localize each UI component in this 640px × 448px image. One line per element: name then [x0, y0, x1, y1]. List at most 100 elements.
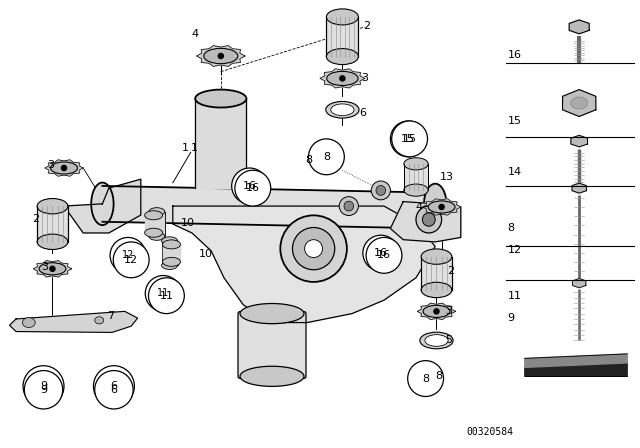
- Ellipse shape: [95, 317, 104, 324]
- Text: 3: 3: [47, 160, 54, 170]
- Text: 6: 6: [360, 108, 367, 118]
- Text: 3: 3: [362, 73, 369, 83]
- Circle shape: [390, 121, 426, 157]
- Polygon shape: [195, 99, 246, 188]
- Polygon shape: [390, 202, 461, 242]
- Ellipse shape: [344, 201, 354, 211]
- Text: 14: 14: [508, 168, 522, 177]
- Text: 2: 2: [447, 266, 454, 276]
- Ellipse shape: [571, 97, 588, 109]
- Ellipse shape: [37, 198, 68, 214]
- Ellipse shape: [424, 184, 447, 224]
- Text: 7: 7: [108, 311, 115, 321]
- FancyBboxPatch shape: [421, 257, 452, 290]
- Circle shape: [93, 366, 134, 407]
- Ellipse shape: [204, 48, 238, 64]
- Circle shape: [232, 168, 268, 204]
- Polygon shape: [45, 160, 83, 176]
- Text: 15: 15: [403, 134, 417, 144]
- Polygon shape: [525, 354, 627, 367]
- Text: 9: 9: [40, 381, 47, 391]
- Circle shape: [113, 242, 149, 278]
- Ellipse shape: [92, 182, 114, 225]
- Text: 2: 2: [33, 214, 40, 224]
- Ellipse shape: [425, 335, 448, 346]
- Circle shape: [305, 240, 323, 258]
- Text: 2: 2: [364, 21, 371, 30]
- Circle shape: [340, 76, 345, 81]
- Ellipse shape: [428, 201, 455, 213]
- Text: 5: 5: [445, 336, 452, 345]
- Text: 16: 16: [246, 183, 260, 193]
- Polygon shape: [572, 183, 586, 193]
- Text: 10: 10: [199, 250, 213, 259]
- Polygon shape: [196, 46, 245, 66]
- Ellipse shape: [371, 181, 390, 200]
- Text: 11: 11: [159, 291, 173, 301]
- Ellipse shape: [422, 213, 435, 226]
- Circle shape: [148, 278, 184, 314]
- Circle shape: [23, 366, 64, 407]
- Circle shape: [439, 204, 444, 210]
- Text: 3: 3: [445, 306, 452, 316]
- Circle shape: [145, 276, 181, 311]
- Ellipse shape: [326, 101, 359, 118]
- FancyBboxPatch shape: [37, 206, 68, 242]
- Ellipse shape: [327, 71, 358, 86]
- Ellipse shape: [22, 318, 35, 327]
- Text: 13: 13: [440, 172, 454, 182]
- Text: 11: 11: [157, 289, 170, 298]
- Polygon shape: [149, 211, 165, 236]
- Text: 8: 8: [435, 371, 442, 381]
- FancyBboxPatch shape: [326, 17, 358, 56]
- Ellipse shape: [404, 184, 428, 196]
- Ellipse shape: [163, 257, 180, 266]
- Ellipse shape: [404, 158, 428, 170]
- Text: 16: 16: [243, 181, 257, 191]
- Polygon shape: [64, 179, 141, 233]
- Ellipse shape: [420, 332, 453, 349]
- Ellipse shape: [240, 303, 304, 323]
- Text: 4: 4: [191, 29, 198, 39]
- Polygon shape: [573, 279, 586, 288]
- Polygon shape: [422, 199, 461, 215]
- Ellipse shape: [149, 208, 165, 215]
- Text: 16: 16: [374, 248, 388, 258]
- Circle shape: [235, 170, 271, 206]
- Ellipse shape: [376, 185, 385, 195]
- Ellipse shape: [421, 282, 452, 297]
- Text: 12: 12: [124, 255, 138, 265]
- Polygon shape: [563, 90, 596, 116]
- Polygon shape: [525, 362, 627, 376]
- Text: 11: 11: [508, 291, 522, 301]
- Polygon shape: [10, 311, 138, 332]
- Polygon shape: [173, 206, 435, 323]
- Text: 10: 10: [181, 218, 195, 228]
- Ellipse shape: [326, 48, 358, 65]
- Ellipse shape: [326, 9, 358, 25]
- Text: 15: 15: [508, 116, 522, 126]
- Ellipse shape: [162, 262, 178, 269]
- FancyBboxPatch shape: [404, 164, 428, 190]
- Text: 16: 16: [508, 50, 522, 60]
- Circle shape: [308, 139, 344, 175]
- Ellipse shape: [423, 305, 450, 317]
- Text: 00320584: 00320584: [466, 427, 513, 437]
- Ellipse shape: [162, 237, 178, 245]
- Circle shape: [280, 215, 347, 282]
- Text: 12: 12: [122, 250, 134, 260]
- Text: 9: 9: [40, 385, 47, 395]
- Polygon shape: [569, 20, 589, 34]
- Polygon shape: [33, 261, 72, 277]
- Text: 9: 9: [508, 313, 515, 323]
- Polygon shape: [102, 186, 435, 228]
- Text: 1: 1: [191, 143, 198, 153]
- Text: 6: 6: [111, 385, 117, 395]
- Ellipse shape: [163, 240, 180, 249]
- Circle shape: [218, 53, 223, 59]
- Polygon shape: [320, 69, 365, 88]
- Ellipse shape: [39, 263, 66, 275]
- Circle shape: [434, 309, 439, 314]
- Ellipse shape: [37, 234, 68, 250]
- Ellipse shape: [240, 366, 304, 386]
